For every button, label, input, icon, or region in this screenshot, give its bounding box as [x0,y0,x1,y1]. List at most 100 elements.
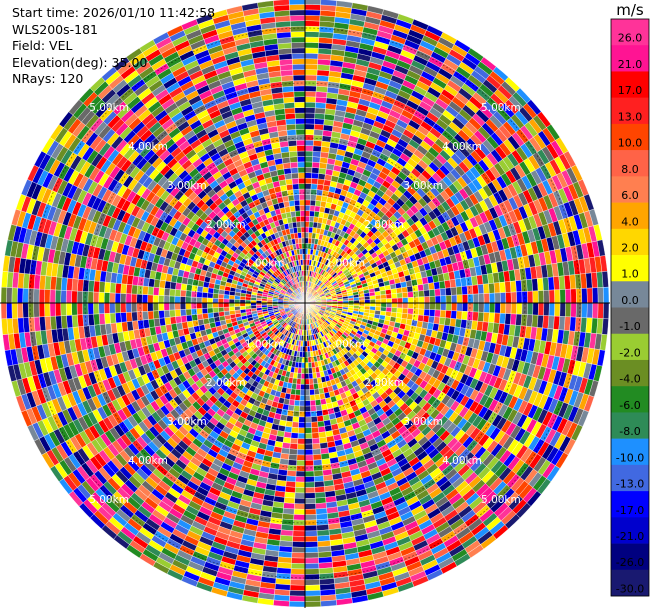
range-gate [287,404,295,412]
range-gate [311,421,319,428]
range-gate [315,194,323,202]
range-gate [314,486,326,493]
range-gate [602,302,610,320]
range-gate [304,172,313,179]
range-gate [602,286,610,304]
range-gate [304,432,313,439]
range-gate [289,584,306,591]
range-gate [314,118,325,126]
range-gate [304,503,316,510]
range-gate [311,161,320,169]
range-gate [304,118,315,125]
range-gate [304,394,311,401]
range-gate [319,393,326,400]
range-gate [423,289,430,297]
range-gate [304,150,314,157]
range-gate [304,47,319,54]
range-gate [472,293,479,304]
range-gate [575,302,583,318]
range-gate [297,432,306,439]
range-gate [289,590,306,597]
range-gate [280,529,294,537]
range-gate [401,307,409,314]
range-gate [304,579,320,586]
range-gate [304,367,309,374]
range-gate [304,20,320,27]
range-gate [304,9,321,16]
range-gate [439,288,447,297]
range-gate [316,184,324,191]
range-gate [310,410,318,418]
range-gate [294,503,306,510]
range-gate [304,411,312,418]
range-gate [505,292,512,304]
range-gate [482,312,490,323]
range-gate [304,362,309,369]
range-gate [516,302,523,315]
range-gate [407,302,414,309]
range-gate [304,416,312,423]
range-gate [516,291,523,304]
range-gate [294,492,306,499]
range-gate [499,313,506,325]
range-gate [304,487,316,494]
range-gate [213,311,220,318]
range-gate [290,568,306,575]
range-gate [304,199,311,206]
range-gate [347,297,354,301]
range-gate [309,205,316,212]
range-gate [291,546,306,553]
range-gate [304,205,311,212]
range-gate [472,311,479,322]
range-gate [304,497,316,505]
range-gate [385,289,392,295]
range-gate [548,289,555,304]
range-gate [304,36,320,43]
range-gate [412,284,419,292]
range-gate [407,291,414,298]
range-gate [428,289,436,297]
range-gate [385,307,392,313]
range-gate [526,314,533,328]
range-gate [315,96,327,104]
range-gate [467,294,474,304]
range-gate [304,438,313,445]
range-gate [434,295,441,304]
range-gate [304,476,315,483]
range-gate [282,507,295,515]
range-gate [554,302,561,317]
range-gate [316,189,324,196]
range-gate [304,74,318,81]
range-gate [412,290,420,298]
range-gate [401,292,409,299]
range-gate [304,85,317,92]
range-gate [531,278,539,292]
range-gate [292,416,300,423]
range-gate [433,316,441,325]
range-gate [445,287,452,296]
range-gate [292,535,306,543]
range-gate [229,310,236,316]
range-gate [293,508,306,515]
range-gate [310,405,317,412]
range-gate [304,232,309,239]
range-gate [304,112,316,119]
range-gate [308,372,314,380]
range-gate [450,286,457,296]
range-gate [439,309,447,318]
range-gate [559,289,566,304]
range-gate [315,507,328,515]
ray [304,0,337,304]
range-gate [396,292,403,299]
range-gate [304,535,318,543]
range-gate [592,302,599,319]
range-gate [304,31,320,38]
range-gate [402,302,409,309]
range-gate [296,460,306,467]
range-gate [380,294,387,300]
range-gate [527,302,534,316]
range-gate [304,194,311,201]
range-gate [308,378,314,385]
range-gate [413,302,420,310]
